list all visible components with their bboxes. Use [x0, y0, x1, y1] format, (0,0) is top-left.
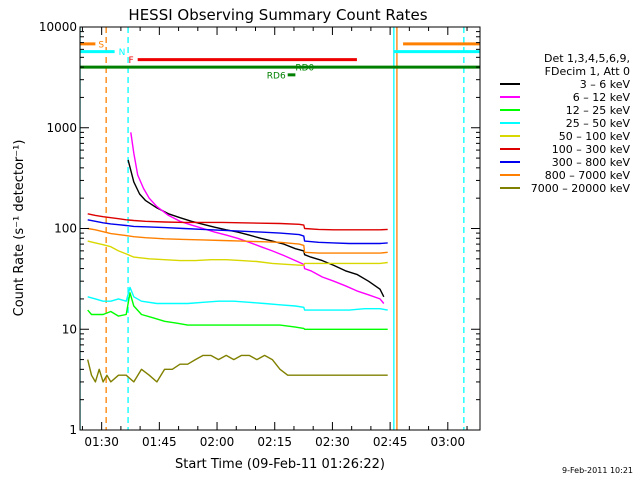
y-tick-label: 1	[69, 423, 77, 437]
axes: 01:30 01:45 02:00 02:15 02:30 02:45 03:00 1 10 10…	[39, 20, 481, 449]
x-tick-label: 02:00	[200, 435, 235, 449]
x-tick-label: 03:00	[431, 435, 466, 449]
y-axis-label: Count Rate (s⁻¹ detector⁻¹)	[12, 140, 27, 317]
legend-header-line: FDecim 1, Att 0	[545, 65, 630, 78]
plot-content: S NF RD0 RD6	[80, 27, 480, 430]
legend-entry-label: 12 – 25 keV	[566, 104, 631, 117]
legend-entry-label: 6 – 12 keV	[573, 91, 631, 104]
legend: Det 1,3,4,5,6,9,FDecim 1, Att 03 – 6 keV…	[500, 52, 630, 195]
x-tick-label: 01:30	[84, 435, 119, 449]
status-label-rd0: RD0	[295, 64, 314, 74]
series-line-3	[87, 292, 388, 330]
y-tick-label: 10000	[39, 20, 77, 34]
series-line-9	[87, 354, 388, 383]
legend-entry-label: 25 – 50 keV	[566, 117, 631, 130]
legend-entry-label: 7000 – 20000 keV	[531, 182, 631, 195]
legend-entry-label: 100 – 300 keV	[552, 143, 631, 156]
series-line-5	[87, 240, 388, 267]
x-tick-label: 01:45	[142, 435, 177, 449]
y-tick-label: 1000	[46, 121, 77, 135]
y-tick-label: 10	[62, 322, 77, 336]
series-line-6	[87, 213, 388, 231]
plot-area: S NF RD0 RD6	[80, 27, 480, 430]
y-tick-label: 100	[54, 222, 77, 236]
x-tick-label: 02:30	[315, 435, 350, 449]
date-stamp: 9-Feb-2011 10:21	[562, 466, 633, 475]
status-label-n: N	[119, 48, 126, 58]
series-line-8	[87, 227, 388, 254]
legend-header-line: Det 1,3,4,5,6,9,	[544, 52, 630, 65]
chart-title: HESSI Observing Summary Count Rates	[128, 6, 427, 24]
x-tick-label: 02:15	[257, 435, 292, 449]
status-label-s: S	[98, 40, 104, 50]
legend-entry-label: 50 – 100 keV	[559, 130, 631, 143]
x-tick-label: 02:45	[373, 435, 408, 449]
legend-entry-label: 300 – 800 keV	[552, 156, 631, 169]
x-axis-label: Start Time (09-Feb-11 01:26:22)	[175, 457, 385, 472]
legend-entry-label: 3 – 6 keV	[580, 78, 631, 91]
legend-entry-label: 800 – 7000 keV	[545, 169, 631, 182]
series-line-7	[87, 219, 388, 245]
status-label-f: F	[129, 56, 134, 66]
series-line-2	[130, 132, 385, 304]
series-line-4	[87, 286, 388, 311]
status-label-rd6: RD6	[267, 71, 286, 81]
